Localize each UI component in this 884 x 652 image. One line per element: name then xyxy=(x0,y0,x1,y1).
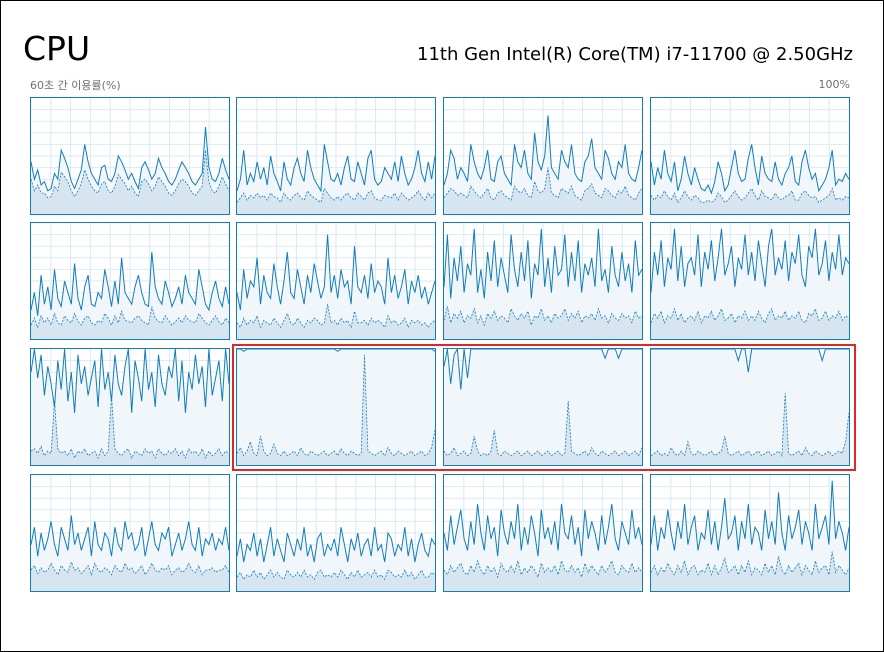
core-graph-svg xyxy=(237,349,435,465)
kernel-area xyxy=(651,308,849,339)
kernel-line xyxy=(237,304,435,329)
usage-line xyxy=(651,349,849,373)
kernel-area xyxy=(651,551,849,591)
usage-line xyxy=(31,126,229,192)
kernel-line xyxy=(651,393,849,457)
core-graph-svg xyxy=(651,475,849,591)
usage-line xyxy=(651,480,849,551)
kernel-line xyxy=(651,187,849,204)
kernel-area xyxy=(237,304,435,339)
core-graph-9[interactable] xyxy=(236,348,436,466)
kernel-line xyxy=(651,307,849,324)
core-graph-8[interactable] xyxy=(30,348,230,466)
kernel-area xyxy=(651,188,849,214)
core-graph-svg xyxy=(651,349,849,465)
kernel-line xyxy=(31,150,229,199)
core-graph-svg xyxy=(444,98,642,214)
usage-line xyxy=(444,115,642,187)
kernel-area xyxy=(444,401,642,465)
core-graph-svg xyxy=(31,98,229,214)
kernel-area xyxy=(31,150,229,214)
kernel-area xyxy=(237,570,435,591)
usage-line xyxy=(444,228,642,299)
core-graph-svg xyxy=(237,98,435,214)
usage-line xyxy=(31,251,229,316)
page-title: CPU xyxy=(23,29,91,68)
core-graph-14[interactable] xyxy=(443,474,643,592)
usage-line xyxy=(237,527,435,563)
core-graph-6[interactable] xyxy=(443,222,643,340)
core-graph-svg xyxy=(651,98,849,214)
kernel-area xyxy=(237,188,435,214)
usage-line xyxy=(237,349,435,352)
core-graph-7[interactable] xyxy=(650,222,850,340)
usage-area xyxy=(237,349,435,465)
kernel-line xyxy=(444,306,642,327)
usage-area xyxy=(651,228,849,339)
usage-area xyxy=(651,349,849,465)
core-graph-13[interactable] xyxy=(236,474,436,592)
core-graph-10[interactable] xyxy=(443,348,643,466)
kernel-area xyxy=(31,395,229,465)
usage-area xyxy=(651,480,849,591)
core-graph-svg xyxy=(651,223,849,339)
usage-line xyxy=(651,228,849,293)
cpu-model-label: 11th Gen Intel(R) Core(TM) i7-11700 @ 2.… xyxy=(417,44,853,65)
core-graph-svg xyxy=(444,223,642,339)
usage-line xyxy=(237,234,435,311)
core-graph-svg xyxy=(237,223,435,339)
kernel-area xyxy=(444,306,642,339)
kernel-line xyxy=(444,559,642,579)
usage-line xyxy=(444,503,642,557)
kernel-area xyxy=(651,393,849,465)
core-graph-2[interactable] xyxy=(443,97,643,215)
core-graph-0[interactable] xyxy=(30,97,230,215)
kernel-line xyxy=(31,306,229,329)
usage-line xyxy=(237,144,435,193)
kernel-area xyxy=(444,560,642,591)
max-percent-label: 100% xyxy=(818,78,850,91)
usage-line xyxy=(31,515,229,557)
usage-area xyxy=(31,252,229,339)
kernel-line xyxy=(31,560,229,577)
kernel-line xyxy=(444,167,642,201)
kernel-line xyxy=(237,569,435,581)
core-graph-svg xyxy=(444,475,642,591)
core-graph-1[interactable] xyxy=(236,97,436,215)
kernel-area xyxy=(31,306,229,339)
kernel-line xyxy=(444,401,642,457)
kernel-line xyxy=(651,551,849,577)
core-graph-11[interactable] xyxy=(650,348,850,466)
kernel-line xyxy=(237,187,435,204)
core-graph-svg xyxy=(31,223,229,339)
utilization-axis-label: 60초 간 이용률(%) xyxy=(30,79,121,92)
core-graph-12[interactable] xyxy=(30,474,230,592)
usage-line xyxy=(31,349,229,413)
core-graph-3[interactable] xyxy=(650,97,850,215)
core-graph-svg xyxy=(444,349,642,465)
usage-line xyxy=(651,144,849,195)
core-graph-svg xyxy=(237,475,435,591)
core-graph-15[interactable] xyxy=(650,474,850,592)
core-graph-svg xyxy=(31,475,229,591)
usage-area xyxy=(651,144,849,214)
kernel-line xyxy=(31,395,229,460)
core-graph-svg xyxy=(31,349,229,465)
kernel-line xyxy=(237,354,435,457)
core-graph-4[interactable] xyxy=(30,222,230,340)
core-graph-5[interactable] xyxy=(236,222,436,340)
